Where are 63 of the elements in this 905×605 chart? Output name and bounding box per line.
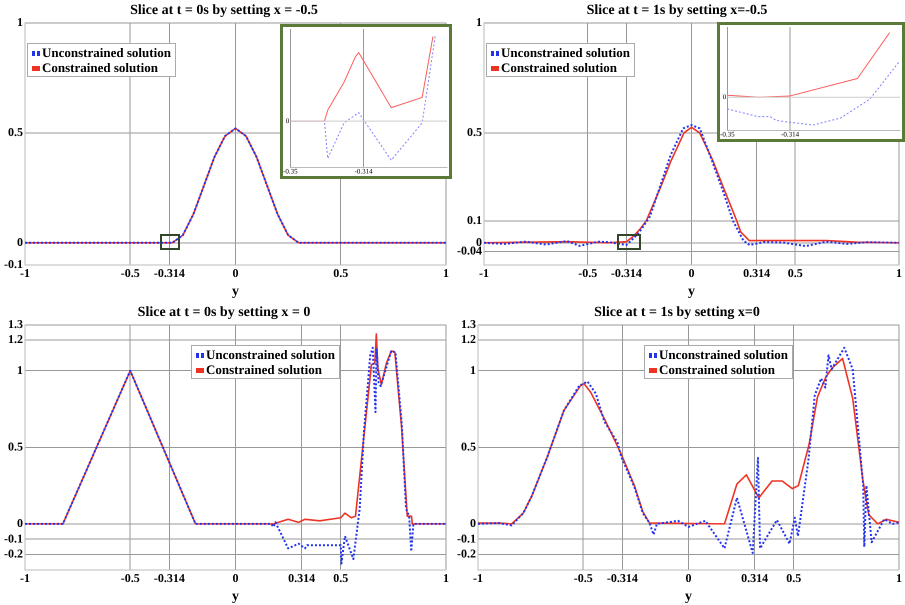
chart-title: Slice at t = 1s by setting x=-0.5 [586, 3, 768, 18]
x-tick-label: 1 [896, 571, 902, 586]
legend-label: Constrained solution [658, 362, 775, 377]
x-tick-label: 0 [232, 266, 238, 280]
y-tick-label: 0.1 [466, 212, 482, 227]
x-axis-title: y [688, 284, 695, 300]
y-tick-label: 0.5 [8, 439, 23, 454]
legend-label: Constrained solution [42, 60, 158, 75]
legend-label: Constrained solution [500, 60, 617, 75]
chart-title: Slice at t = 0s by setting x = 0 [138, 305, 310, 320]
x-tick-label: -0.314 [154, 571, 185, 586]
x-tick-label: 0 [688, 266, 694, 280]
legend-label: Unconstrained solution [500, 44, 630, 60]
y-tick-label: 0 [16, 516, 23, 530]
x-axis-title: y [685, 589, 692, 604]
x-tick-label: 0.314 [288, 571, 316, 586]
chart-title: Slice at t = 1s by setting x=0 [594, 305, 760, 320]
x-tick-label: 1 [443, 266, 449, 280]
legend-label: Unconstrained solution [206, 346, 335, 362]
x-tick-label: 0.314 [743, 266, 770, 280]
y-tick-label: 1 [16, 362, 23, 377]
x-tick-label: 0.5 [333, 266, 348, 280]
x-tick-label: 0.5 [333, 571, 348, 586]
x-axis-title: y [232, 589, 239, 604]
y-tick-label: 1 [470, 362, 476, 377]
x-axis-title: y [232, 284, 239, 300]
x-tick-label: -0.314 [610, 266, 642, 280]
x-tick-label: 0 [232, 571, 238, 586]
x-tick-label: -0.5 [578, 266, 598, 280]
x-tick-label: 0.5 [786, 571, 802, 586]
x-tick-label: -0.5 [120, 266, 140, 280]
line-series [24, 346, 446, 565]
x-tick-label: 0.314 [741, 571, 768, 586]
y-tick-label: -0.2 [456, 546, 476, 561]
x-tick-label: -0.314 [154, 266, 185, 280]
x-tick-label: -0.5 [574, 571, 593, 586]
y-tick-label: 1.2 [460, 332, 476, 346]
x-tick-label: -1 [20, 571, 30, 586]
y-tick-label: 0 [470, 516, 476, 530]
x-tick-label: 0.5 [788, 266, 803, 280]
chart-title: Slice at t = 0s by setting x = -0.5 [130, 3, 318, 18]
x-tick-label: 1 [896, 266, 902, 280]
y-tick-label: 1 [476, 14, 482, 29]
x-tick-label: -1 [478, 266, 489, 280]
x-tick-label: 0 [686, 571, 692, 586]
y-tick-label: 1 [16, 14, 23, 29]
y-tick-label: 1.2 [8, 332, 23, 346]
y-tick-label: 1.3 [8, 316, 23, 331]
y-tick-label: -0.1 [4, 531, 23, 546]
legend-label: Unconstrained solution [42, 44, 171, 60]
legend-label: Unconstrained solution [658, 346, 788, 362]
x-tick-label: -1 [472, 571, 483, 586]
y-tick-label: -0.1 [456, 531, 476, 546]
x-tick-label: -0.5 [120, 571, 140, 586]
legend-label: Constrained solution [206, 362, 322, 377]
line-series [478, 346, 899, 554]
y-tick-label: 0.5 [460, 439, 476, 454]
y-tick-label: 1.3 [460, 316, 476, 331]
y-tick-label: -0.2 [4, 546, 23, 561]
y-tick-label: 0 [16, 234, 23, 249]
y-tick-label: -0.1 [4, 256, 23, 271]
x-tick-label: -0.314 [606, 571, 638, 586]
x-tick-label: 1 [443, 571, 449, 586]
